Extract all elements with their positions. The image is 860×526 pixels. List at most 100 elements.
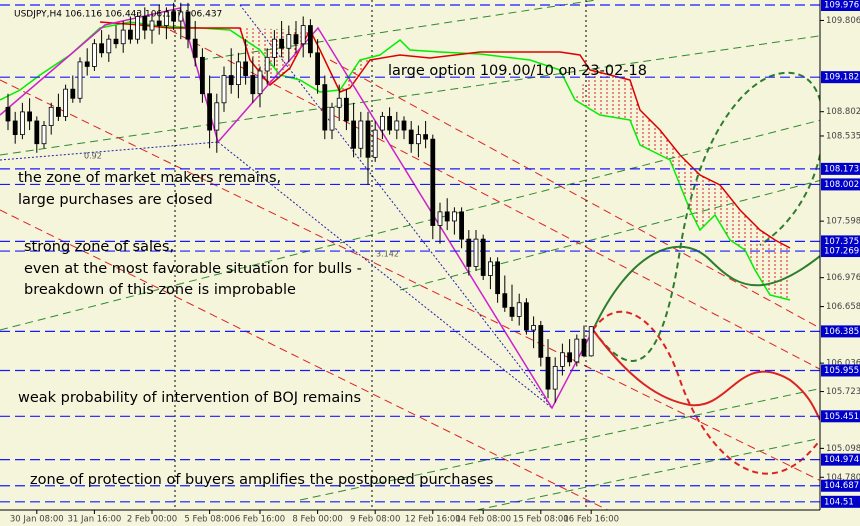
y-tick-label: 107.598: [826, 217, 860, 227]
candle-body: [315, 52, 321, 86]
candle-body: [243, 61, 249, 76]
candle-body: [235, 61, 241, 86]
level-box: [821, 410, 860, 423]
candle-body: [401, 120, 407, 131]
candle-body: [358, 120, 364, 149]
y-tick-label: 105.723: [826, 387, 860, 397]
level-box: [821, 178, 860, 191]
candle-body: [19, 111, 25, 136]
candle-body: [379, 116, 385, 131]
fib-line: [239, 4, 553, 409]
candle-body: [538, 325, 544, 358]
fib-line: [217, 141, 553, 409]
candle-body: [552, 365, 558, 390]
x-tick-label: 6 Feb 16:00: [235, 515, 285, 525]
candle-body: [106, 38, 112, 54]
candle-body: [63, 88, 68, 117]
candle-body: [293, 34, 299, 45]
level-box: [821, 364, 860, 377]
level-label: 104.687: [824, 481, 859, 491]
level-label: 109.976: [824, 0, 859, 10]
candle-body: [142, 16, 148, 31]
annotation: weak probability of intervention of BOJ …: [18, 390, 361, 406]
candle-body: [394, 120, 400, 131]
y-tick-label: 108.802: [826, 107, 860, 117]
candle-body: [408, 129, 414, 145]
candle-body: [451, 211, 457, 222]
candle-body: [387, 116, 393, 131]
candle-body: [322, 84, 328, 131]
candle-body: [307, 25, 313, 54]
candle-body: [545, 356, 551, 390]
level-label: 105.451: [824, 412, 859, 422]
level-box: [821, 495, 860, 508]
candle-body: [207, 93, 213, 131]
candle-body: [351, 120, 357, 149]
annotation: strong zone of sales,: [24, 239, 174, 255]
y-tick-label: 109.806: [826, 16, 860, 26]
candle-body: [466, 238, 472, 267]
y-tick-label: 106.036: [826, 359, 860, 369]
candle-body: [531, 325, 536, 331]
annotation: breakdown of this zone is improbable: [24, 282, 296, 298]
candle-body: [163, 11, 169, 26]
candle-body: [423, 134, 429, 140]
candle-body: [5, 106, 11, 122]
candle-body: [300, 25, 306, 45]
forecast: [592, 245, 820, 331]
forecast: [592, 310, 820, 475]
level-box: [821, 71, 860, 84]
candle-body: [336, 97, 342, 108]
candle-body: [560, 352, 565, 367]
level-label: 107.375: [824, 237, 859, 247]
candle-body: [524, 302, 529, 331]
y-tick-label: 104.780: [826, 473, 860, 483]
candle-body: [495, 261, 501, 295]
level-label: 108.173: [824, 164, 859, 174]
candle-body: [581, 338, 587, 357]
x-tick-label: 16 Feb 16:00: [563, 515, 619, 525]
chart-title: USDJPY,H4 106.116 106.443 106.107 106.43…: [14, 10, 222, 20]
candle-body: [171, 11, 177, 22]
level-box: [821, 245, 860, 258]
fib-label: 3.142: [376, 250, 399, 259]
candle-body: [41, 125, 47, 145]
fib-line: [0, 141, 219, 161]
candle-body: [444, 211, 450, 222]
y-tick-label: 106.658: [826, 302, 860, 312]
x-tick-label: 30 Jan 08:00: [10, 515, 64, 525]
level-label: 105.955: [824, 366, 859, 376]
candle-body: [329, 106, 335, 131]
candle-body: [372, 129, 378, 158]
fib-label: 0.92: [84, 152, 102, 161]
candle-body: [487, 261, 493, 276]
candle-body: [430, 138, 436, 226]
candle-body: [127, 29, 133, 40]
candle-body: [178, 11, 184, 22]
candle-body: [279, 38, 285, 49]
candle-body: [12, 120, 18, 136]
annotation: zone of protection of buyers amplifies t…: [30, 472, 493, 488]
annotation: the zone of market makers remains,: [18, 170, 281, 186]
candle-body: [120, 29, 126, 45]
candle-body: [459, 211, 465, 240]
x-tick-label: 12 Feb 16:00: [405, 515, 461, 525]
y-tick-label: 106.976: [826, 273, 860, 283]
candle-body: [156, 20, 162, 26]
level-label: 104.51: [824, 497, 854, 507]
candle-body: [250, 75, 256, 95]
candle-body: [271, 38, 277, 58]
level-box: [821, 325, 860, 338]
x-tick-label: 15 Feb 08:00: [513, 515, 569, 525]
level-label: 107.269: [824, 247, 859, 257]
zigzag: [0, 7, 594, 410]
level-label: 106.385: [824, 327, 859, 337]
candle-body: [286, 34, 292, 49]
candle-body: [228, 75, 234, 86]
y-tick-label: 108.535: [826, 131, 860, 141]
candle-body: [574, 338, 580, 363]
candle-body: [343, 97, 349, 122]
annotation: large option 109.00/10 on 23-02-18: [388, 63, 647, 79]
candle-body: [365, 120, 371, 158]
